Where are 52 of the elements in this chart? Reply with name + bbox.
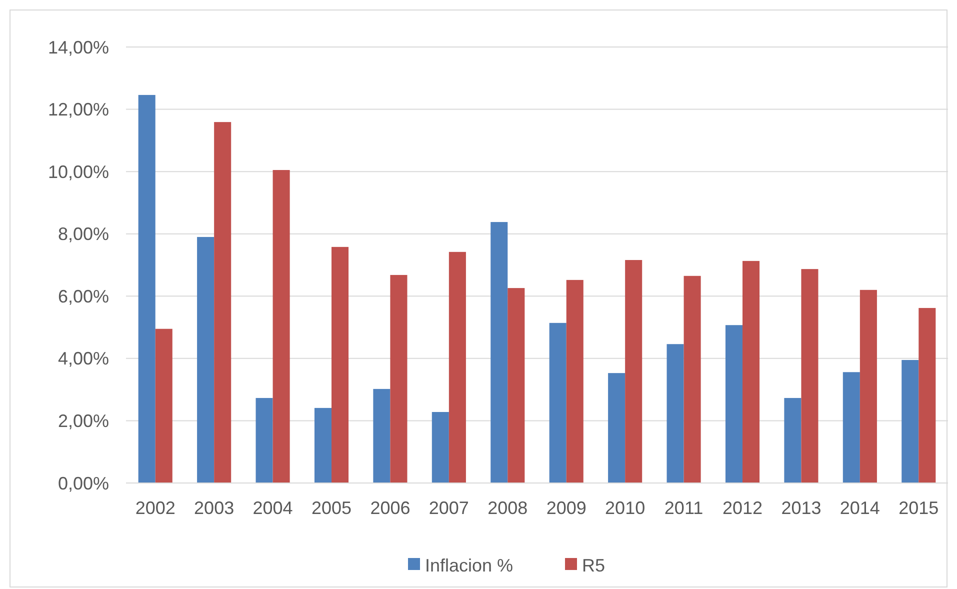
bar — [272, 170, 290, 483]
y-tick-label: 2,00% — [58, 411, 109, 432]
legend-label: R5 — [582, 555, 606, 576]
x-tick-label: 2009 — [546, 498, 586, 518]
x-tick-label: 2002 — [135, 498, 176, 518]
bar — [684, 276, 701, 483]
x-tick-label: 2015 — [898, 498, 939, 518]
bar — [902, 360, 919, 483]
x-tick-label: 2004 — [252, 498, 293, 518]
bar — [549, 322, 566, 483]
bar — [801, 269, 818, 483]
y-tick-label: 0,00% — [58, 473, 109, 494]
bar — [490, 222, 508, 483]
bar — [373, 388, 390, 483]
bar — [608, 373, 626, 483]
bar — [314, 408, 332, 483]
bar — [566, 280, 584, 483]
bar — [842, 372, 860, 483]
bar — [666, 344, 684, 483]
y-tick-label: 14,00% — [48, 37, 109, 58]
bar — [256, 398, 273, 483]
x-tick-label: 2011 — [664, 498, 704, 518]
bar — [508, 288, 525, 483]
x-tick-label: 2013 — [781, 498, 822, 518]
bar — [725, 325, 742, 483]
bar — [448, 252, 466, 483]
x-tick-label: 2007 — [428, 498, 469, 518]
bar — [155, 328, 172, 483]
x-tick-label: 2012 — [722, 498, 763, 518]
bar — [138, 94, 156, 483]
legend-label: Inflacion % — [425, 555, 514, 576]
x-tick-label: 2008 — [488, 498, 528, 518]
y-tick-label: 10,00% — [48, 162, 109, 182]
x-tick-label: 2010 — [605, 498, 646, 518]
y-tick-label: 12,00% — [48, 100, 109, 120]
x-tick-label: 2014 — [840, 498, 880, 518]
x-tick-label: 2006 — [370, 498, 410, 518]
bar — [918, 308, 936, 483]
bar — [332, 246, 349, 483]
y-tick-label: 4,00% — [58, 348, 109, 369]
bar — [432, 412, 449, 483]
y-tick-label: 6,00% — [58, 286, 109, 306]
bar — [860, 290, 877, 483]
bar — [390, 274, 408, 483]
bar — [214, 122, 232, 483]
x-tick-label: 2005 — [311, 498, 352, 518]
bar — [625, 260, 642, 483]
bar — [784, 398, 802, 483]
y-tick-label: 8,00% — [58, 224, 109, 244]
bar — [197, 236, 214, 483]
bar — [742, 260, 760, 483]
x-tick-label: 2003 — [194, 498, 234, 518]
